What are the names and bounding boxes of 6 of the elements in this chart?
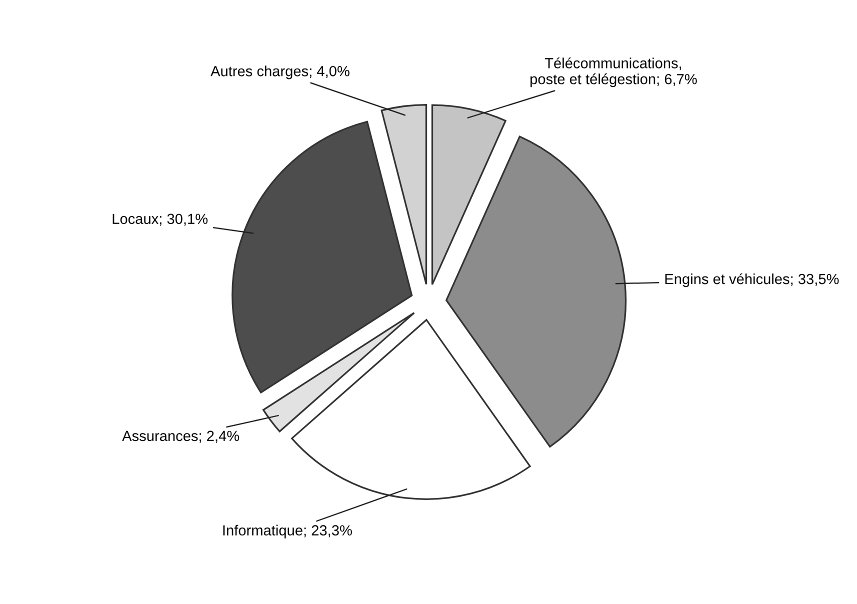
slice-label: Assurances; 2,4% [122, 430, 240, 443]
slice-label: Télécommunications, poste et télégestion; 6,7% [530, 57, 697, 88]
slice-label: Locaux; 30,1% [112, 214, 208, 226]
slice-label: Engins et véhicules; 33,5% [665, 273, 839, 288]
slice-label: Autres charges; 4,0% [210, 66, 350, 80]
slice-label: Informatique; 23,3% [223, 524, 352, 538]
